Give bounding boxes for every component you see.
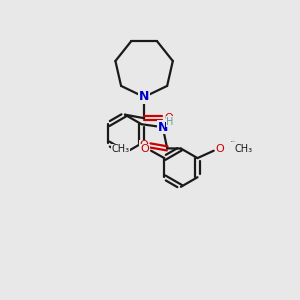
Text: CH₃: CH₃ xyxy=(112,144,130,154)
Text: H: H xyxy=(167,117,174,127)
Text: O: O xyxy=(216,144,224,154)
Text: N: N xyxy=(139,91,149,103)
Text: CH₃: CH₃ xyxy=(235,144,253,154)
Text: O: O xyxy=(164,113,173,123)
Text: O: O xyxy=(140,144,149,154)
Text: O: O xyxy=(139,140,148,150)
Text: methyl: methyl xyxy=(231,141,236,142)
Text: N: N xyxy=(158,121,168,134)
